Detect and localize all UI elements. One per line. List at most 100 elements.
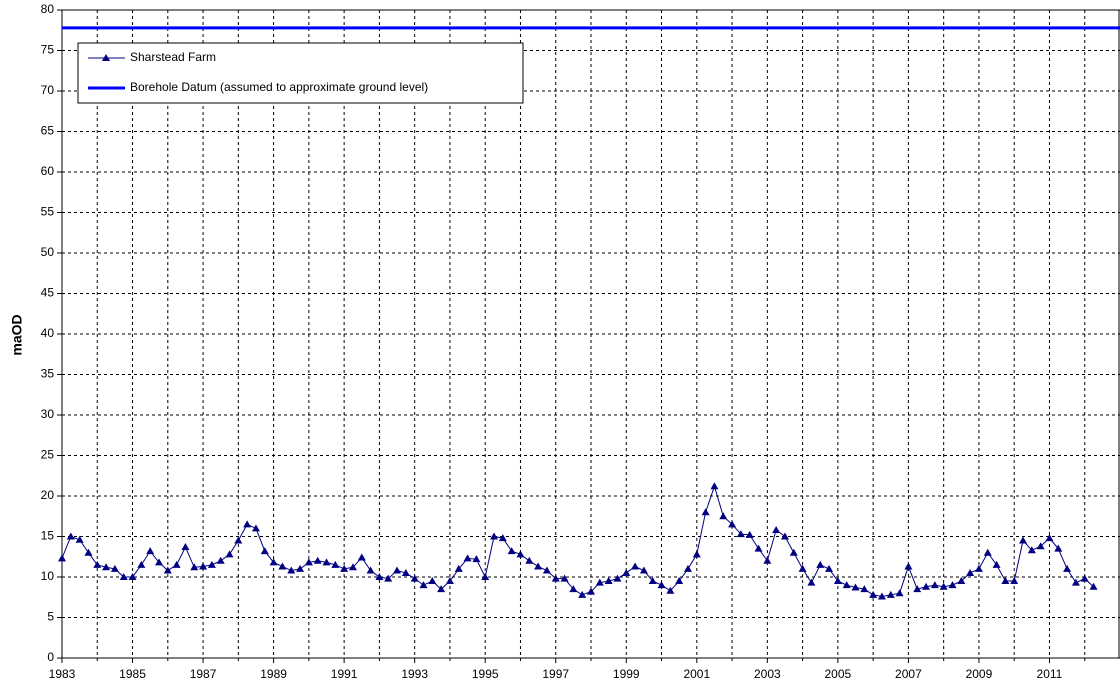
data-point [648,577,657,585]
x-tick-label: 2001 [683,667,710,681]
data-point [1054,544,1063,552]
x-tick-label: 2007 [895,667,922,681]
y-tick-label: 55 [41,205,55,219]
data-point [736,530,745,538]
data-point [216,556,225,564]
data-point [551,574,560,582]
data-point [66,532,75,540]
data-point [481,573,490,580]
x-tick-label: 2009 [966,667,993,681]
data-point [437,585,446,593]
data-point [278,562,287,570]
data-point [428,577,437,585]
data-point [534,562,543,570]
y-tick-label: 40 [41,326,55,340]
data-point [154,558,163,566]
data-point [710,482,719,490]
data-point [851,583,860,591]
data-point [287,566,296,574]
data-point [128,573,137,580]
data-point [860,585,869,593]
data-point [375,573,384,580]
data-point [181,543,190,551]
y-tick-label: 15 [41,529,55,543]
data-point [587,587,595,595]
data-point [525,556,534,564]
data-point [966,568,975,576]
y-tick-label: 70 [41,83,55,97]
y-axis-label: maOD [9,314,25,355]
data-point [913,585,922,593]
x-tick-label: 1989 [260,667,287,681]
data-point [93,560,102,568]
y-tick-label: 20 [41,488,55,502]
data-point [895,589,904,597]
data-point [719,512,728,520]
data-point [613,574,622,582]
data-point [260,547,269,555]
data-point [1027,546,1036,554]
data-point [207,560,216,568]
x-tick-label: 1987 [190,667,217,681]
data-point [622,568,631,576]
data-point [243,520,252,528]
data-point [75,535,84,543]
legend-label: Borehole Datum (assumed to approximate g… [130,80,428,94]
plot-frame [61,9,1120,659]
y-tick-label: 60 [41,164,55,178]
y-tick-label: 75 [41,43,55,57]
data-point [728,520,737,528]
data-point [666,586,675,594]
data-point [1063,564,1072,572]
data-point [595,578,604,586]
x-tick-label: 1993 [401,667,428,681]
data-point [948,581,957,589]
data-point [631,562,640,570]
data-point [419,581,428,589]
data-point [357,553,366,561]
data-point [957,577,966,585]
legend-label: Sharstead Farm [130,50,216,64]
data-point [348,563,357,571]
data-point [498,534,507,542]
data-point [296,564,305,572]
data-point [84,548,93,556]
data-point [833,577,842,585]
y-tick-label: 30 [41,407,55,421]
data-point [877,592,886,600]
y-tick-label: 35 [41,367,55,381]
data-point [922,582,931,590]
data-point [463,554,472,562]
data-point [745,530,754,538]
data-point [904,562,913,570]
y-tick-label: 50 [41,245,55,259]
data-point [102,563,111,571]
data-point [251,524,260,532]
data-point [657,581,666,589]
data-point [322,558,331,566]
data-point [1036,542,1045,550]
data-point [701,508,710,516]
data-point [1019,536,1028,544]
data-point [683,564,692,572]
data-point [1001,577,1010,585]
data-point [366,566,375,574]
data-point [490,532,499,540]
data-point [384,574,393,582]
data-point [172,560,181,568]
series-line [61,484,1094,597]
data-point [869,590,878,598]
x-tick-label: 2005 [825,667,852,681]
x-tick-label: 1999 [613,667,640,681]
data-point [754,544,763,552]
data-point [825,564,834,572]
data-point [772,526,781,534]
data-point [269,558,278,566]
data-point [190,563,199,571]
data-point [816,560,825,568]
data-point [1080,574,1089,582]
data-point [516,550,525,558]
data-point [225,550,234,558]
data-point [1045,534,1054,542]
